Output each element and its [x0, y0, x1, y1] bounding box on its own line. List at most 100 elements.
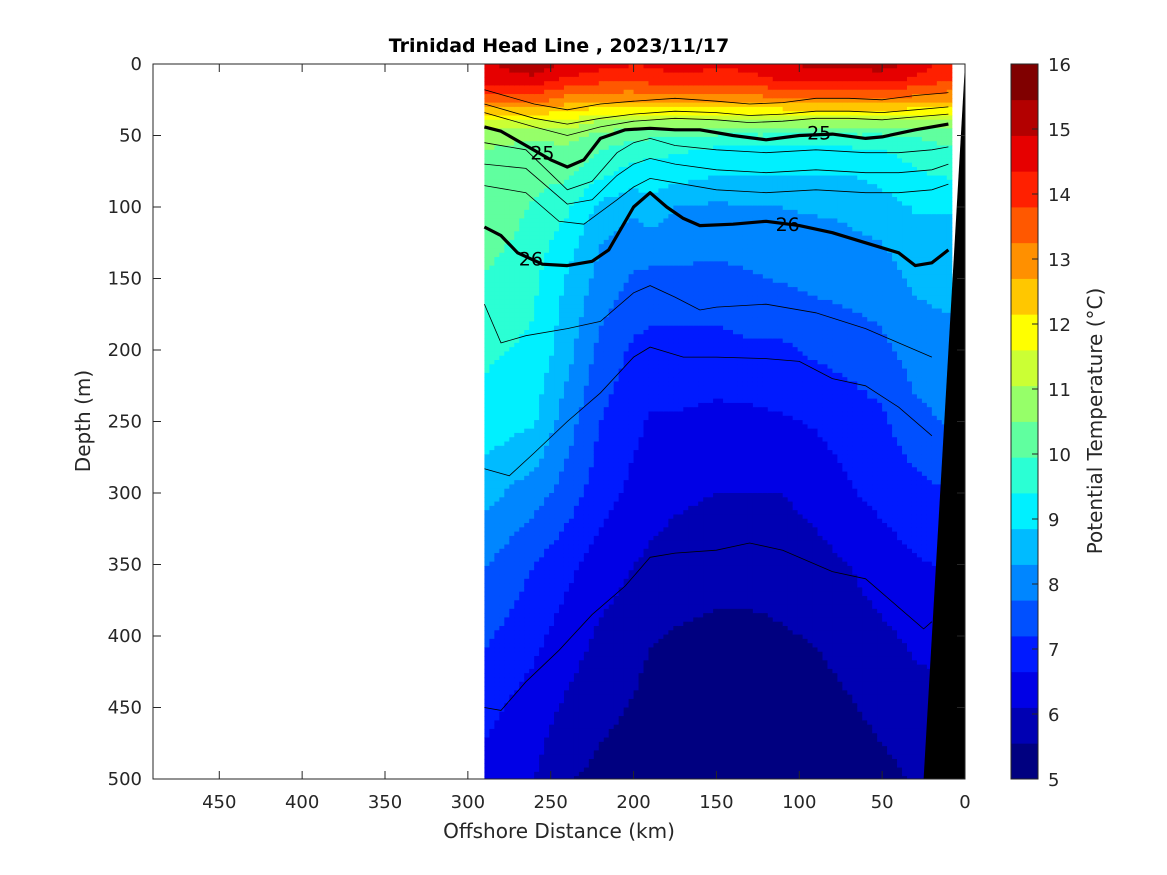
field-cell — [578, 445, 585, 451]
field-cell — [618, 81, 625, 87]
field-cell — [514, 480, 520, 486]
field-cell — [549, 111, 555, 117]
field-cell — [559, 462, 565, 468]
field-cell — [514, 668, 520, 674]
field-cell — [484, 720, 490, 726]
field-cell — [608, 329, 615, 335]
field-cell — [623, 342, 630, 348]
field-cell — [559, 372, 565, 378]
field-cell — [499, 763, 505, 769]
field-cell — [484, 377, 490, 383]
field-cell — [608, 621, 615, 627]
field-cell — [524, 595, 530, 601]
field-cell — [554, 102, 560, 108]
field-cell — [514, 694, 520, 700]
field-cell — [519, 171, 525, 177]
field-cell — [529, 621, 535, 627]
field-cell — [514, 510, 520, 516]
field-cell — [499, 690, 505, 696]
field-cell — [568, 145, 575, 151]
field-cell — [484, 656, 490, 661]
field-cell — [623, 282, 630, 288]
field-cell — [563, 115, 570, 121]
field-cell — [563, 484, 570, 490]
field-cell — [583, 355, 590, 361]
field-cell — [613, 257, 620, 262]
field-cell — [583, 347, 590, 353]
field-cell — [549, 441, 555, 447]
field-cell — [509, 625, 515, 631]
field-cell — [484, 561, 490, 567]
field-cell — [544, 583, 550, 588]
field-cell — [554, 617, 560, 623]
field-cell — [539, 115, 545, 121]
field-cell — [509, 325, 515, 331]
field-cell — [519, 231, 525, 237]
field-cell — [603, 776, 610, 779]
field-cell — [578, 763, 585, 769]
field-cell — [628, 415, 635, 421]
field-cell — [618, 244, 625, 250]
field-cell — [573, 647, 580, 653]
field-cell — [514, 600, 520, 606]
field-cell — [509, 664, 515, 670]
field-cell — [549, 171, 555, 177]
field-cell — [613, 179, 620, 185]
field-cell — [583, 385, 590, 391]
field-cell — [509, 437, 515, 443]
field-cell — [583, 111, 590, 117]
field-cell — [489, 85, 495, 91]
field-cell — [499, 248, 505, 254]
field-cell — [549, 360, 555, 365]
field-cell — [534, 274, 540, 280]
field-cell — [534, 565, 540, 571]
field-cell — [554, 274, 560, 280]
field-cell — [509, 591, 515, 597]
field-cell — [603, 583, 610, 588]
field-cell — [588, 106, 595, 112]
field-cell — [549, 76, 555, 82]
field-cell — [618, 630, 625, 636]
field-cell — [544, 737, 550, 743]
field-cell — [534, 329, 540, 335]
field-cell — [484, 690, 490, 696]
field-cell — [539, 600, 545, 606]
field-cell — [509, 462, 515, 468]
field-cell — [509, 424, 515, 430]
field-cell — [509, 360, 515, 365]
field-cell — [549, 244, 555, 250]
field-cell — [603, 548, 610, 554]
field-cell — [509, 179, 515, 185]
field-cell — [534, 600, 540, 606]
field-cell — [539, 188, 545, 194]
field-cell — [504, 119, 510, 125]
field-cell — [509, 115, 515, 121]
field-cell — [529, 595, 535, 601]
field-cell — [608, 754, 615, 760]
field-cell — [603, 565, 610, 571]
field-cell — [489, 381, 495, 387]
field-cell — [549, 385, 555, 391]
field-cell — [544, 565, 550, 571]
field-cell — [603, 767, 610, 773]
field-cell — [534, 257, 540, 262]
field-cell — [529, 342, 535, 348]
field-cell — [494, 471, 500, 477]
field-cell — [534, 132, 540, 138]
field-cell — [504, 166, 510, 172]
field-cell — [613, 450, 620, 455]
field-cell — [598, 295, 605, 301]
field-cell — [608, 128, 615, 134]
field-cell — [484, 523, 490, 528]
field-cell — [484, 115, 490, 121]
field-cell — [544, 222, 550, 228]
field-cell — [623, 115, 630, 121]
field-cell — [563, 381, 570, 387]
field-cell — [628, 656, 635, 661]
field-cell — [499, 192, 505, 198]
field-cell — [568, 355, 575, 361]
field-cell — [598, 703, 605, 709]
field-cell — [509, 106, 515, 112]
field-cell — [534, 604, 540, 610]
field-cell — [559, 514, 565, 520]
